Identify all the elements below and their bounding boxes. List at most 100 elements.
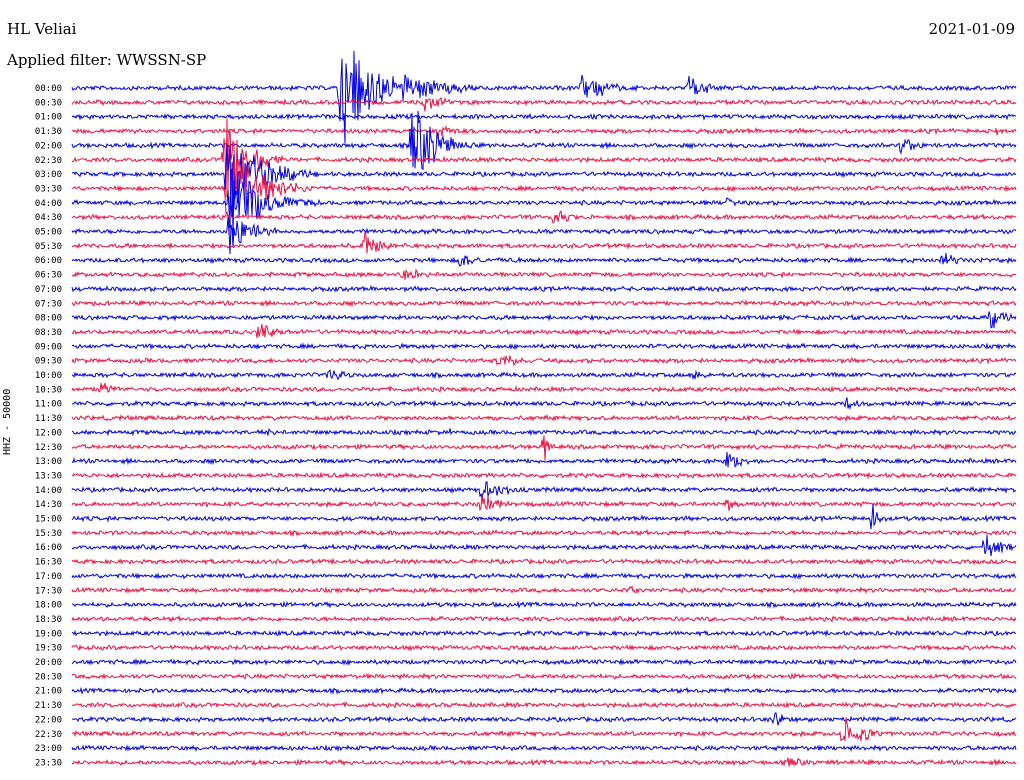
row-label-1300: 13:00 [35, 457, 62, 467]
trace-row-0600 [71, 252, 1017, 267]
row-label-2230: 22:30 [35, 730, 62, 740]
row-label-2130: 21:30 [35, 701, 62, 711]
trace-row-2130 [71, 700, 1017, 709]
row-label-1800: 18:00 [35, 601, 62, 611]
trace-row-1530 [71, 528, 1017, 538]
trace-row-0930 [71, 355, 1017, 367]
row-label-2000: 20:00 [35, 658, 62, 668]
trace-row-0730 [71, 299, 1017, 308]
trace-row-2300 [71, 744, 1017, 753]
row-label-0330: 03:30 [35, 184, 62, 194]
row-label-0530: 05:30 [35, 242, 62, 252]
trace-row-1730 [71, 585, 1017, 595]
trace-row-0900 [71, 342, 1017, 351]
row-label-1600: 16:00 [35, 543, 62, 553]
trace-row-1830 [71, 614, 1017, 623]
row-label-0800: 08:00 [35, 314, 62, 324]
trace-row-0530 [71, 231, 1017, 254]
row-label-1830: 18:30 [35, 615, 62, 625]
trace-row-1600 [71, 535, 1017, 557]
row-label-0100: 01:00 [35, 113, 62, 123]
trace-row-1930 [71, 644, 1017, 652]
trace-row-2330 [71, 757, 1017, 767]
row-label-1500: 15:00 [35, 515, 62, 525]
row-label-0400: 04:00 [35, 199, 62, 209]
trace-row-0800 [71, 311, 1017, 329]
trace-row-1100 [71, 397, 1017, 411]
trace-row-0030 [71, 96, 1017, 112]
row-label-0230: 02:30 [35, 156, 62, 166]
trace-row-0200 [71, 110, 1017, 171]
trace-row-0400 [71, 168, 1017, 236]
row-label-2100: 21:00 [35, 687, 62, 697]
trace-row-0100 [71, 112, 1017, 121]
trace-row-0700 [71, 284, 1017, 294]
row-label-1630: 16:30 [35, 558, 62, 568]
row-label-0200: 02:00 [35, 141, 62, 151]
trace-row-1630 [71, 557, 1017, 566]
row-label-0900: 09:00 [35, 342, 62, 352]
row-label-1330: 13:30 [35, 471, 62, 481]
trace-row-0230 [71, 118, 1017, 198]
row-label-2330: 23:30 [35, 758, 62, 768]
trace-row-1700 [71, 571, 1017, 580]
trace-row-0830 [71, 324, 1017, 338]
row-labels: 00:00 00:30 01:00 01:30 02:00 02:30 03:00 03:30… [35, 84, 62, 768]
row-label-1400: 14:00 [35, 486, 62, 496]
trace-row-0500 [71, 217, 1017, 255]
row-label-0930: 09:30 [35, 357, 62, 367]
row-label-1930: 19:30 [35, 644, 62, 654]
trace-row-1500 [71, 503, 1017, 530]
row-label-1530: 15:30 [35, 529, 62, 539]
trace-row-2230 [71, 717, 1017, 742]
row-label-0830: 08:30 [35, 328, 62, 338]
trace-row-1230 [71, 435, 1017, 461]
row-label-1230: 12:30 [35, 443, 62, 453]
station-title: HL Veliai [7, 20, 77, 38]
trace-row-0000 [71, 50, 1017, 144]
trace-row-1200 [71, 428, 1017, 437]
row-label-2300: 23:00 [35, 744, 62, 754]
trace-row-0330 [71, 157, 1017, 235]
row-label-1430: 14:30 [35, 500, 62, 510]
trace-row-0430 [71, 210, 1017, 224]
row-label-0300: 03:00 [35, 170, 62, 180]
filter-label: Applied filter: WWSSN-SP [7, 51, 207, 69]
trace-row-0630 [71, 268, 1017, 280]
trace-row-2000 [71, 657, 1017, 667]
row-label-1030: 10:30 [35, 385, 62, 395]
trace-row-1130 [71, 414, 1017, 423]
row-label-0600: 06:00 [35, 256, 62, 266]
row-label-2200: 22:00 [35, 715, 62, 725]
trace-row-2030 [71, 672, 1017, 681]
trace-row-1800 [71, 600, 1017, 609]
traces [71, 50, 1017, 767]
row-label-1700: 17:00 [35, 572, 62, 582]
row-label-1100: 11:00 [35, 400, 62, 410]
row-label-2030: 20:30 [35, 672, 62, 682]
trace-row-1300 [71, 451, 1017, 468]
row-label-0730: 07:30 [35, 299, 62, 309]
trace-row-1030 [71, 382, 1017, 394]
trace-row-2200 [71, 712, 1017, 726]
row-label-1900: 19:00 [35, 629, 62, 639]
row-label-1130: 11:30 [35, 414, 62, 424]
trace-row-1400 [71, 481, 1017, 501]
trace-row-2100 [71, 686, 1017, 696]
row-label-1000: 10:00 [35, 371, 62, 381]
row-label-1730: 17:30 [35, 586, 62, 596]
row-label-0030: 00:30 [35, 98, 62, 108]
row-label-0130: 01:30 [35, 127, 62, 137]
trace-row-1330 [71, 471, 1017, 480]
trace-row-1000 [71, 369, 1017, 381]
date-label: 2021-01-09 [928, 20, 1015, 38]
row-label-0430: 04:30 [35, 213, 62, 223]
row-label-0000: 00:00 [35, 84, 62, 94]
trace-row-0130 [71, 125, 1017, 140]
row-label-1200: 12:00 [35, 428, 62, 438]
trace-row-0300 [71, 144, 1017, 218]
row-label-0630: 06:30 [35, 271, 62, 281]
row-label-0500: 05:00 [35, 228, 62, 238]
trace-row-1900 [71, 629, 1017, 638]
